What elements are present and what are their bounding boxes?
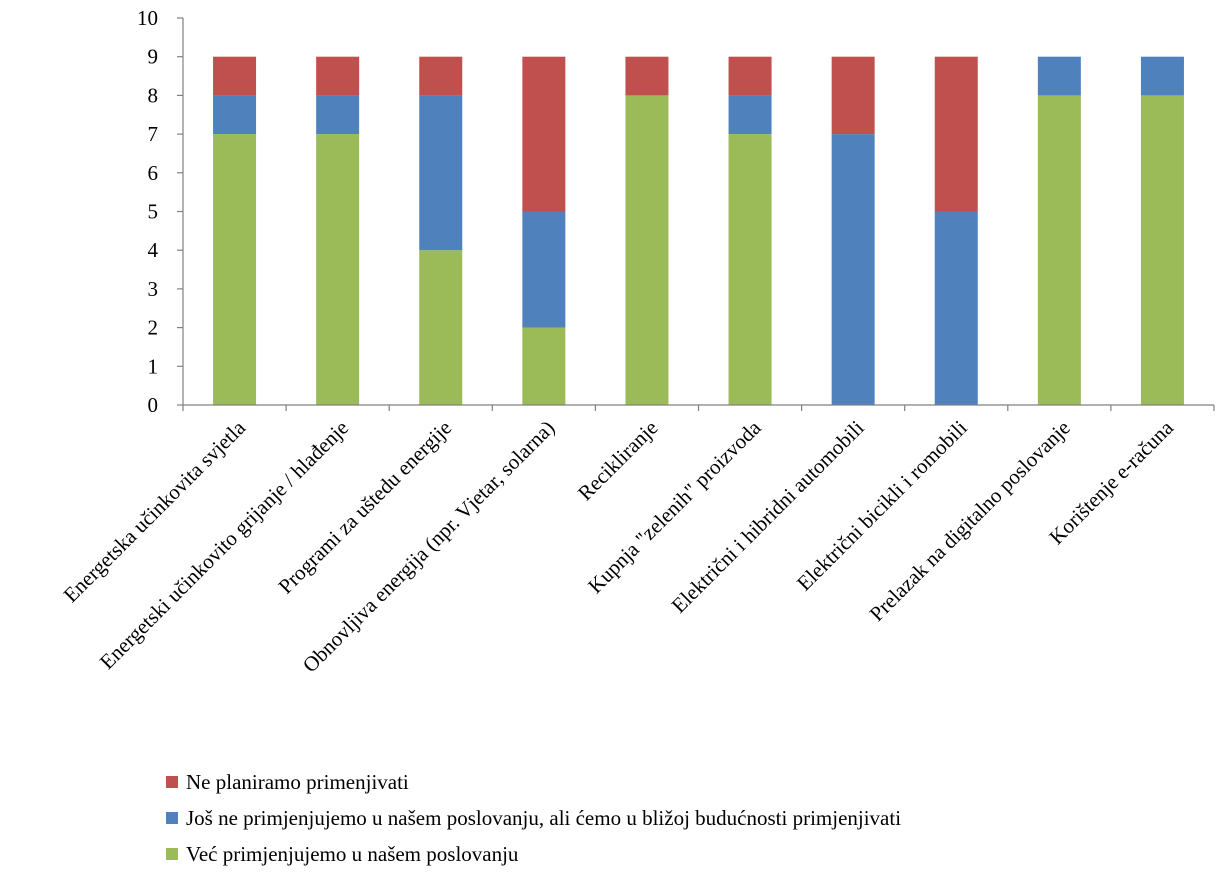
- legend: Ne planiramo primenjivati Još ne primjenj…: [166, 764, 901, 872]
- bar-segment-2-series-1: [316, 134, 360, 405]
- category-label-6: Kupnja "zelenih" proizvoda: [583, 415, 766, 598]
- bar-segment-4-series-3: [522, 56, 566, 212]
- bar-segment-3-series-3: [419, 56, 463, 96]
- bar-segment-4-series-1: [522, 327, 566, 405]
- category-label-5: Recikliranje: [573, 416, 663, 506]
- bars-layer: [213, 56, 1184, 406]
- bar-segment-1-series-3: [213, 56, 257, 96]
- legend-label: Već primjenjujemo u našem poslovanju: [186, 842, 519, 866]
- bar-segment-9-series-2: [1037, 56, 1081, 96]
- y-tick-label: 1: [148, 354, 159, 378]
- bar-segment-3-series-1: [419, 250, 463, 405]
- y-tick-label: 9: [148, 45, 159, 69]
- bar-segment-7-series-2: [831, 134, 875, 405]
- axes-layer: [177, 17, 1215, 411]
- bar-segment-5-series-3: [625, 56, 669, 96]
- legend-swatch: [166, 776, 178, 788]
- y-tick-label: 10: [137, 6, 158, 30]
- legend-label: Još ne primjenjujemo u našem poslovanju,…: [186, 806, 902, 830]
- bar-segment-6-series-2: [728, 95, 772, 135]
- legend-item-series-2: Još ne primjenjujemo u našem poslovanju,…: [166, 800, 901, 836]
- y-tick-label: 3: [148, 277, 159, 301]
- y-tick-label: 0: [148, 393, 159, 417]
- bar-segment-2-series-3: [316, 56, 360, 96]
- bar-segment-1-series-1: [213, 134, 257, 405]
- y-tick-label: 5: [148, 200, 159, 224]
- y-tick-label: 4: [148, 238, 159, 262]
- bar-segment-9-series-1: [1037, 95, 1081, 406]
- bar-segment-3-series-2: [419, 95, 463, 251]
- legend-item-series-1: Već primjenjujemo u našem poslovanju: [166, 836, 901, 872]
- bar-segment-10-series-2: [1140, 56, 1184, 96]
- stacked-bar-chart: 0 1 2 3 4 5 6 7 8 9 10 Energetska učinkovita svjet…: [59, 6, 1215, 677]
- bar-segment-6-series-1: [728, 134, 772, 405]
- bar-segment-7-series-3: [831, 56, 875, 135]
- bar-segment-6-series-3: [728, 56, 772, 96]
- y-tick-label: 7: [148, 122, 159, 146]
- bar-segment-10-series-1: [1140, 95, 1184, 406]
- y-tick-label: 8: [148, 83, 159, 107]
- bar-segment-4-series-2: [522, 211, 566, 328]
- category-label-8: Električni bicikli i romobili: [792, 415, 972, 595]
- y-tick-label: 6: [148, 161, 159, 185]
- bar-segment-8-series-3: [934, 56, 978, 212]
- category-label-3: Programi za uštedu energije: [273, 416, 456, 599]
- y-tick-label: 2: [148, 316, 159, 340]
- category-label-7: Električni i hibridni automobili: [667, 415, 869, 617]
- legend-item-series-3: Ne planiramo primenjivati: [166, 764, 901, 800]
- bar-segment-2-series-2: [316, 95, 360, 135]
- bar-segment-8-series-2: [934, 211, 978, 405]
- category-labels: Energetska učinkovita svjetlaEnergetski …: [59, 415, 1179, 677]
- bar-segment-1-series-2: [213, 95, 257, 135]
- category-label-9: Prelazak na digitalno poslovanje: [865, 416, 1075, 626]
- bar-segment-5-series-1: [625, 95, 669, 406]
- legend-label: Ne planiramo primenjivati: [186, 770, 409, 794]
- category-label-1: Energetska učinkovita svjetla: [59, 415, 251, 607]
- legend-swatch: [166, 812, 178, 824]
- y-tick-labels: 0 1 2 3 4 5 6 7 8 9 10: [137, 6, 159, 417]
- legend-swatch: [166, 848, 178, 860]
